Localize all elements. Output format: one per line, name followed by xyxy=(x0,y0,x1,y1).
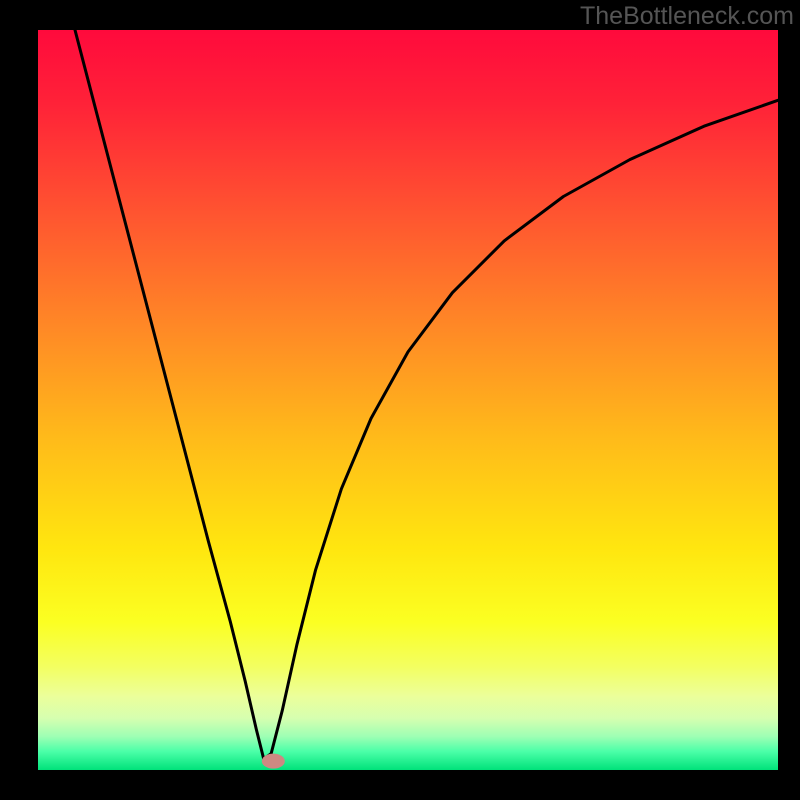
chart-frame: TheBottleneck.com xyxy=(0,0,800,800)
optimum-marker xyxy=(262,754,284,768)
bottleneck-chart xyxy=(38,30,778,770)
gradient-background xyxy=(38,30,778,770)
watermark-text: TheBottleneck.com xyxy=(580,2,794,31)
